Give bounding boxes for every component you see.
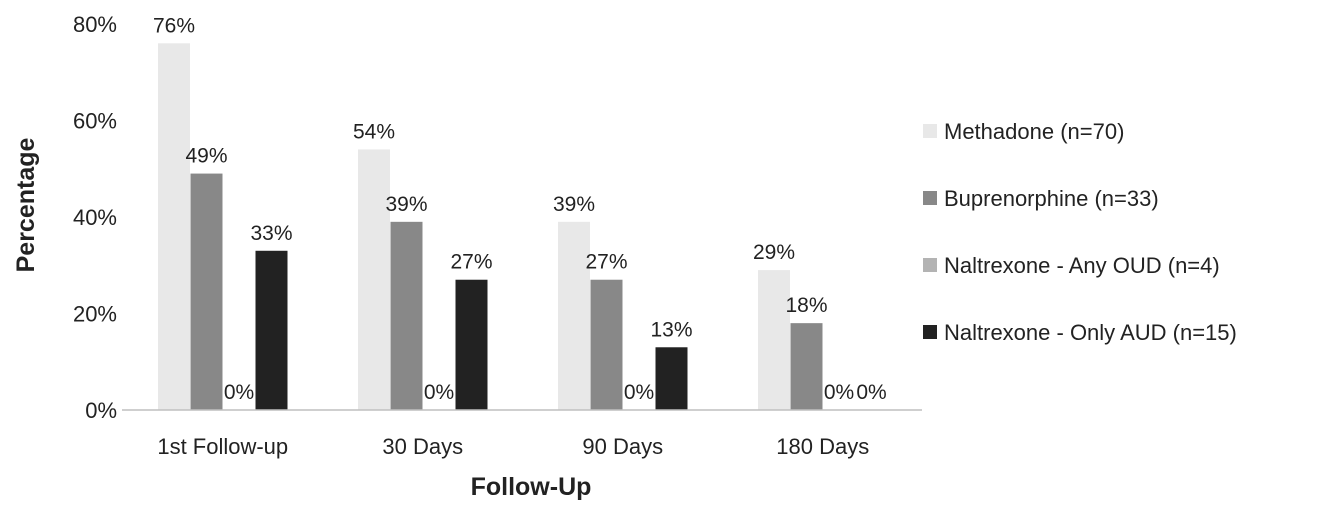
bar bbox=[558, 221, 590, 410]
legend-swatch bbox=[923, 325, 937, 339]
legend-label: Buprenorphine (n=33) bbox=[944, 186, 1159, 211]
data-label: 27% bbox=[585, 251, 627, 274]
legend-label: Naltrexone - Only AUD (n=15) bbox=[944, 320, 1237, 345]
y-tick-label: 80% bbox=[73, 12, 117, 37]
x-tick-label: 30 Days bbox=[382, 434, 463, 459]
data-label: 0% bbox=[424, 381, 454, 404]
data-label: 39% bbox=[385, 193, 427, 216]
legend-item: Methadone (n=70) bbox=[923, 119, 1124, 144]
data-label: 13% bbox=[650, 318, 692, 341]
data-label: 27% bbox=[450, 251, 492, 274]
data-label: 0% bbox=[224, 381, 254, 404]
x-tick-label: 180 Days bbox=[776, 434, 869, 459]
x-axis-title: Follow-Up bbox=[471, 473, 592, 501]
bar bbox=[358, 149, 390, 410]
bar bbox=[590, 279, 623, 410]
y-tick-label: 0% bbox=[85, 398, 117, 423]
bars bbox=[158, 43, 823, 411]
legend-item: Naltrexone - Only AUD (n=15) bbox=[923, 320, 1237, 345]
bar bbox=[790, 323, 823, 410]
legend-item: Buprenorphine (n=33) bbox=[923, 186, 1159, 211]
bar bbox=[455, 279, 488, 410]
y-axis-ticks: 0% 20% 40% 60% 80% bbox=[73, 12, 117, 423]
data-label: 33% bbox=[250, 222, 292, 245]
y-axis-title: Percentage bbox=[12, 138, 40, 273]
data-label: 54% bbox=[353, 120, 395, 143]
bar bbox=[158, 43, 190, 411]
bar bbox=[390, 221, 423, 410]
x-tick-label: 1st Follow-up bbox=[157, 434, 288, 459]
x-axis-ticks: 1st Follow-up 30 Days 90 Days 180 Days bbox=[157, 434, 869, 459]
y-tick-label: 20% bbox=[73, 302, 117, 327]
data-label: 0% bbox=[856, 381, 886, 404]
data-labels: 76% 49% 0% 33% 54% 39% 0% 27% 39% 27% 0% 13% 29% 18% 0… bbox=[153, 14, 887, 404]
legend-swatch bbox=[923, 191, 937, 205]
y-tick-label: 60% bbox=[73, 109, 117, 134]
data-label: 0% bbox=[624, 381, 654, 404]
legend: Methadone (n=70) Buprenorphine (n=33) Nalt… bbox=[923, 119, 1237, 345]
data-label: 49% bbox=[185, 145, 227, 168]
legend-label: Methadone (n=70) bbox=[944, 119, 1124, 144]
data-label: 18% bbox=[785, 294, 827, 317]
data-label: 29% bbox=[753, 241, 795, 264]
legend-swatch bbox=[923, 258, 937, 272]
data-label: 39% bbox=[553, 193, 595, 216]
data-label: 0% bbox=[824, 381, 854, 404]
data-label: 76% bbox=[153, 14, 195, 37]
bar bbox=[655, 347, 688, 410]
legend-item: Naltrexone - Any OUD (n=4) bbox=[923, 253, 1220, 278]
x-tick-label: 90 Days bbox=[582, 434, 663, 459]
legend-swatch bbox=[923, 124, 937, 138]
bar bbox=[190, 173, 223, 410]
legend-label: Naltrexone - Any OUD (n=4) bbox=[944, 253, 1220, 278]
bar bbox=[255, 250, 288, 410]
bar bbox=[758, 270, 790, 410]
y-tick-label: 40% bbox=[73, 205, 117, 230]
